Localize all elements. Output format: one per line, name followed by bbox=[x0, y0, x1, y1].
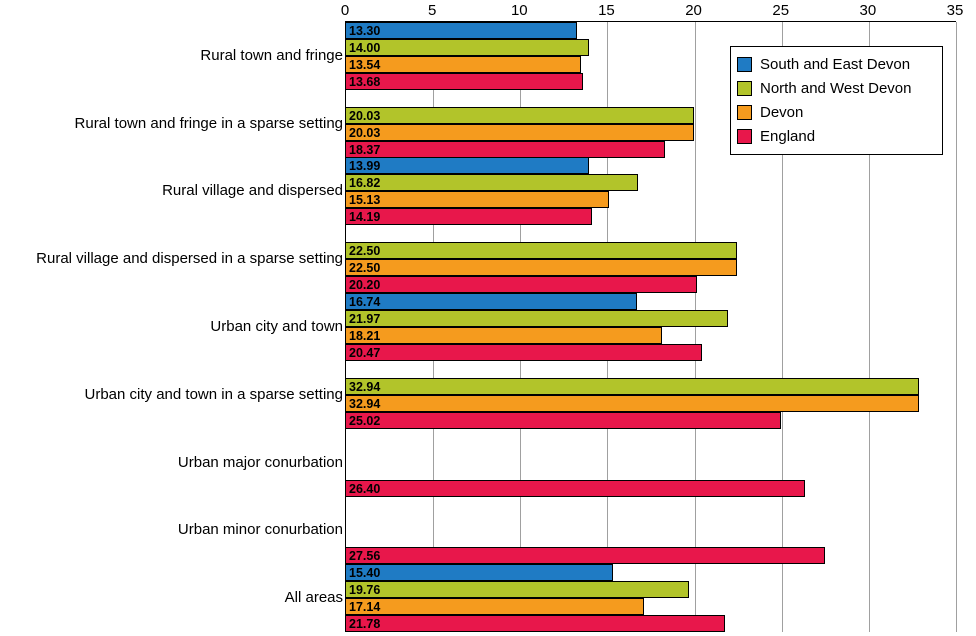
legend-swatch-icon-1 bbox=[737, 80, 752, 96]
bar-value-label: 32.94 bbox=[349, 379, 381, 394]
x-axis-line bbox=[345, 21, 956, 22]
bar: 27.56 bbox=[345, 547, 826, 565]
gridline-20 bbox=[694, 22, 696, 632]
bar: 22.50 bbox=[345, 259, 738, 277]
legend-item-0: South and East Devon bbox=[737, 52, 936, 76]
bar-value-label: 26.40 bbox=[349, 481, 381, 496]
category-label: Urban city and town in a sparse setting bbox=[84, 385, 343, 403]
bar-value-label: 21.78 bbox=[349, 617, 381, 632]
bar-value-label: 32.94 bbox=[349, 396, 381, 411]
bar: 26.40 bbox=[345, 479, 806, 497]
gridline-25 bbox=[781, 22, 783, 632]
bar-value-label: 20.03 bbox=[349, 125, 381, 140]
bar: 20.20 bbox=[345, 276, 698, 294]
legend-swatch-icon-0 bbox=[737, 56, 752, 72]
bar: 25.02 bbox=[345, 411, 782, 429]
category-label: All areas bbox=[284, 589, 343, 607]
bar-value-label: 17.14 bbox=[349, 600, 381, 615]
bar: 20.47 bbox=[345, 343, 702, 361]
bar: 13.68 bbox=[345, 72, 584, 90]
x-tick-30: 30 bbox=[859, 2, 877, 19]
x-tick-0: 0 bbox=[340, 2, 350, 19]
chart-legend: South and East Devon North and West Devo… bbox=[730, 46, 943, 155]
legend-label-0: South and East Devon bbox=[760, 55, 911, 73]
category-row: Rural town and fringe in a sparse settin… bbox=[0, 90, 976, 158]
category-row: Urban minor conurbation 27.56 bbox=[0, 496, 976, 565]
x-tick-20: 20 bbox=[685, 2, 702, 19]
bar: 19.76 bbox=[345, 581, 690, 599]
category-label: Rural village and dispersed in a sparse … bbox=[36, 250, 343, 268]
bar-value-label: 27.56 bbox=[349, 549, 381, 564]
category-label: Rural village and dispersed bbox=[162, 182, 343, 200]
legend-item-2: Devon bbox=[737, 100, 936, 124]
category-row: Rural village and dispersed 13.99 16.82 15.… bbox=[0, 157, 976, 226]
bar-value-label: 15.40 bbox=[349, 566, 381, 581]
bar-value-label: 21.97 bbox=[349, 311, 381, 326]
bar-value-label: 22.50 bbox=[349, 244, 381, 259]
x-tick-5: 5 bbox=[427, 2, 437, 19]
bar-value-label: 25.02 bbox=[349, 413, 381, 428]
bar-value-label: 16.82 bbox=[349, 176, 381, 191]
bar: 21.78 bbox=[345, 615, 725, 633]
bar: 17.14 bbox=[345, 598, 644, 616]
bar: 16.74 bbox=[345, 293, 637, 310]
bar-value-label: 20.03 bbox=[349, 108, 381, 123]
bar-value-label: 22.50 bbox=[349, 261, 381, 276]
bar-value-label: 18.37 bbox=[349, 142, 381, 157]
bar: 16.82 bbox=[345, 174, 639, 192]
bar: 21.97 bbox=[345, 309, 728, 327]
category-row: Rural village and dispersed in a sparse … bbox=[0, 225, 976, 294]
bar-value-label: 19.76 bbox=[349, 583, 381, 598]
x-tick-10: 10 bbox=[510, 2, 528, 19]
bar: 20.03 bbox=[345, 106, 695, 124]
bar-value-label: 13.68 bbox=[349, 74, 381, 89]
bar: 15.40 bbox=[345, 564, 614, 582]
category-label: Urban minor conurbation bbox=[177, 521, 343, 539]
bar-value-label: 18.21 bbox=[349, 328, 381, 343]
bar-value-label: 13.30 bbox=[349, 23, 381, 38]
category-row: Urban city and town 16.74 21.97 18.21 20.47 bbox=[0, 293, 976, 361]
category-row: All areas 15.40 19.76 17.14 21.78 bbox=[0, 564, 976, 633]
legend-swatch-icon-3 bbox=[737, 128, 752, 144]
bar: 14.00 bbox=[345, 38, 589, 56]
bar: 13.99 bbox=[345, 157, 589, 175]
bar: 13.30 bbox=[345, 21, 577, 39]
legend-label-3: England bbox=[760, 127, 816, 145]
bar: 18.37 bbox=[345, 140, 666, 158]
x-tick-25: 25 bbox=[772, 2, 790, 19]
category-row: Rural town and fringe 13.30 14.00 13.54 13.6… bbox=[0, 21, 976, 90]
bar: 22.50 bbox=[345, 242, 738, 260]
bar: 20.03 bbox=[345, 123, 695, 141]
x-tick-35: 35 bbox=[946, 2, 964, 19]
category-label: Rural town and fringe in a sparse settin… bbox=[74, 114, 343, 132]
bar: 13.54 bbox=[345, 55, 581, 73]
legend-item-1: North and West Devon bbox=[737, 76, 936, 100]
legend-label-2: Devon bbox=[760, 103, 804, 121]
bar-value-label: 20.47 bbox=[349, 345, 381, 360]
bar: 14.19 bbox=[345, 208, 593, 226]
bar: 15.13 bbox=[345, 191, 609, 209]
legend-label-1: North and West Devon bbox=[760, 79, 912, 97]
bar: 32.94 bbox=[345, 377, 920, 395]
bar-value-label: 16.74 bbox=[349, 295, 381, 309]
x-tick-15: 15 bbox=[598, 2, 615, 19]
gridline-35 bbox=[956, 22, 957, 632]
category-label: Urban city and town bbox=[210, 317, 343, 335]
category-row: Urban major conurbation 26.40 bbox=[0, 429, 976, 497]
gridline-30 bbox=[868, 22, 870, 632]
bar: 18.21 bbox=[345, 326, 663, 344]
bar: 32.94 bbox=[345, 394, 920, 412]
bar-value-label: 14.00 bbox=[349, 40, 381, 55]
bar-value-label: 15.13 bbox=[349, 193, 381, 208]
category-label: Urban major conurbation bbox=[177, 453, 343, 471]
bar-value-label: 13.54 bbox=[349, 57, 381, 72]
legend-item-3: England bbox=[737, 124, 936, 148]
category-label: Rural town and fringe bbox=[200, 46, 343, 64]
bar-value-label: 14.19 bbox=[349, 210, 381, 225]
bar-value-label: 20.20 bbox=[349, 278, 381, 293]
category-row: Urban city and town in a sparse setting 3… bbox=[0, 361, 976, 429]
bar-value-label: 13.99 bbox=[349, 159, 381, 174]
legend-swatch-icon-2 bbox=[737, 104, 752, 120]
